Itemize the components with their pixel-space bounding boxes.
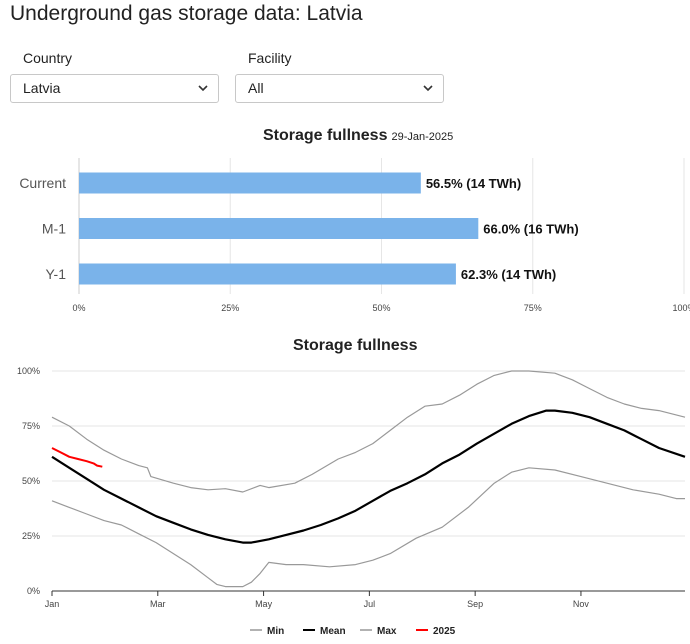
bar-chart-title: Storage fullness 29-Jan-2025 bbox=[263, 127, 453, 145]
line-y-tick-label: 0% bbox=[27, 586, 40, 596]
legend-label: 2025 bbox=[433, 626, 456, 637]
country-select[interactable]: Latvia bbox=[10, 74, 219, 103]
bar-data-label: 62.3% (14 TWh) bbox=[461, 267, 556, 282]
bar-x-tick-label: 75% bbox=[524, 303, 542, 313]
series-line-max bbox=[51, 370, 686, 493]
bar-x-tick-label: 25% bbox=[221, 303, 239, 313]
bar-chart: 0% 25% 50% 75% 100% Current 56.5% (14 TWh) M-1 6… bbox=[19, 158, 690, 313]
line-x-tick-label: Jan bbox=[45, 599, 60, 609]
facility-select[interactable]: All bbox=[235, 74, 444, 103]
line-y-tick-label: 75% bbox=[22, 421, 40, 431]
line-y-tick-label: 25% bbox=[22, 531, 40, 541]
line-x-tick-label: Sep bbox=[467, 599, 483, 609]
bar-chart-title-text: Storage fullness bbox=[263, 127, 388, 144]
line-x-tick-label: Jul bbox=[364, 599, 376, 609]
country-select-value: Latvia bbox=[23, 80, 61, 96]
line-x-tick-label: Nov bbox=[573, 599, 590, 609]
country-label: Country bbox=[23, 50, 73, 66]
bar-category-label: M-1 bbox=[42, 221, 66, 237]
bar-x-tick-label: 50% bbox=[372, 303, 390, 313]
line-chart-title: Storage fullness bbox=[293, 337, 418, 354]
bar-category-label: Current bbox=[19, 175, 66, 191]
series-line-mean bbox=[51, 409, 686, 544]
line-y-tick-label: 100% bbox=[17, 366, 40, 376]
legend-label: Min bbox=[267, 626, 284, 637]
line-chart: 0% 25% 50% 75% 100% Jan Mar May Jul Sep Nov Min Mean… bbox=[17, 366, 686, 637]
bar-x-tick-label: 0% bbox=[72, 303, 85, 313]
bar-x-tick-label: 100% bbox=[672, 303, 690, 313]
bar bbox=[79, 218, 479, 239]
facility-label: Facility bbox=[248, 50, 292, 66]
bar-category-label: Y-1 bbox=[45, 266, 66, 282]
bar bbox=[79, 172, 421, 194]
page-title: Underground gas storage data: Latvia bbox=[10, 2, 363, 25]
legend-label: Max bbox=[377, 626, 397, 637]
chevron-down-icon bbox=[198, 85, 208, 92]
bar-data-label: 56.5% (14 TWh) bbox=[426, 176, 521, 191]
line-y-tick-label: 50% bbox=[22, 476, 40, 486]
chevron-down-icon bbox=[423, 85, 433, 92]
legend-label: Mean bbox=[320, 626, 346, 637]
bar bbox=[79, 263, 456, 285]
line-x-tick-label: May bbox=[255, 599, 273, 609]
series-line-2025 bbox=[51, 447, 103, 468]
series-line-min bbox=[51, 467, 685, 588]
bar-data-label: 66.0% (16 TWh) bbox=[483, 222, 578, 237]
line-x-tick-label: Mar bbox=[150, 599, 166, 609]
facility-select-value: All bbox=[248, 80, 264, 96]
bar-chart-date: 29-Jan-2025 bbox=[391, 131, 454, 143]
